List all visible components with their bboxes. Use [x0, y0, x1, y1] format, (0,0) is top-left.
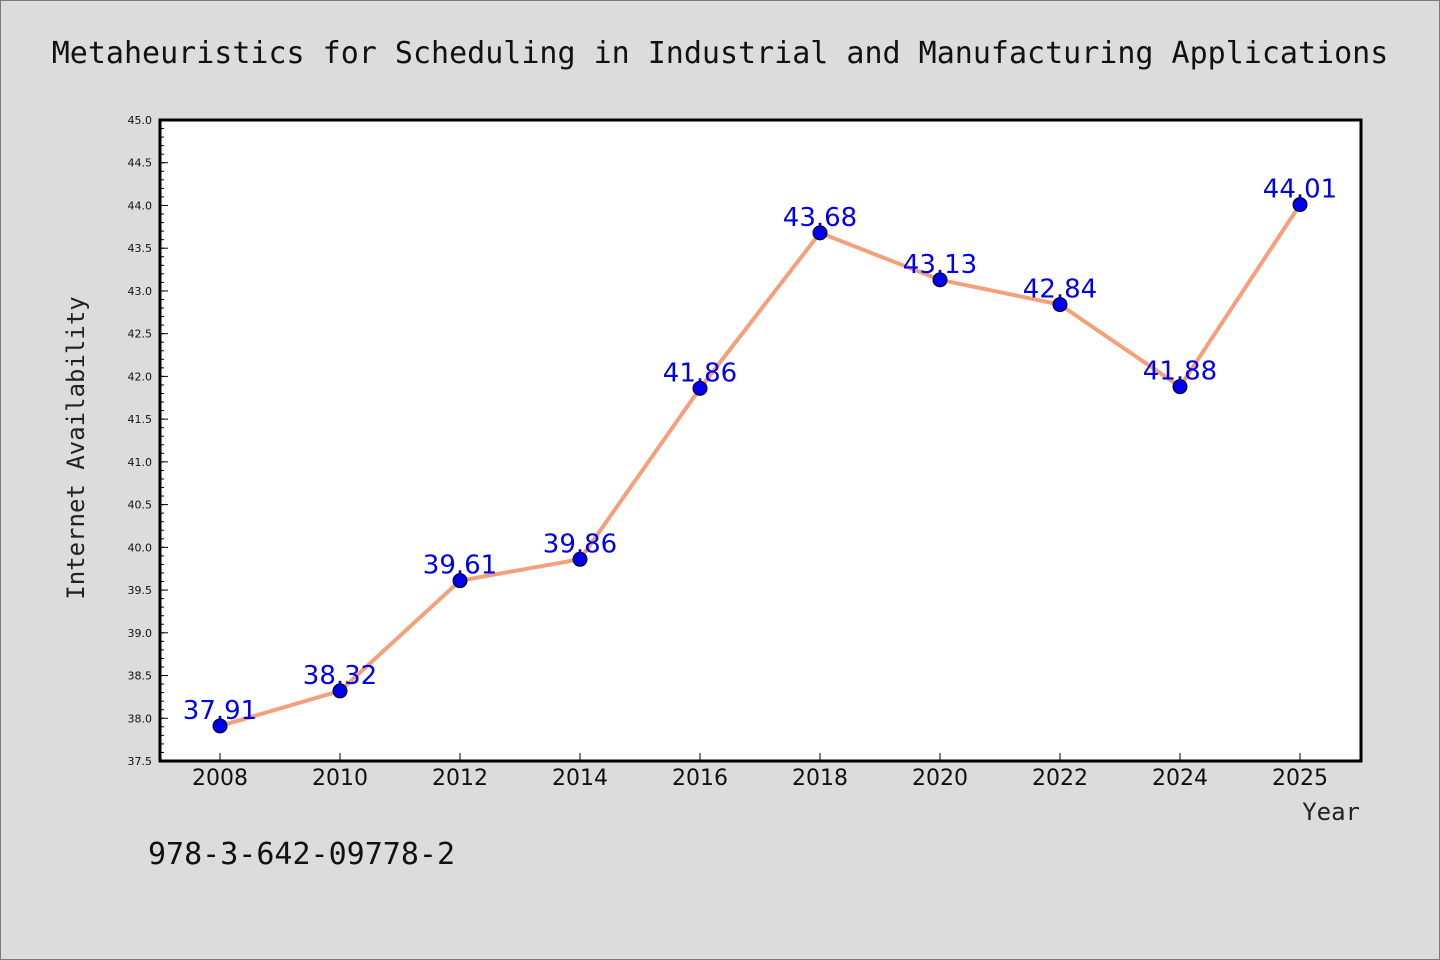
- data-point: [812, 225, 828, 241]
- x-tick-label: 2008: [192, 766, 248, 791]
- y-axis-label: Internet Availability: [62, 296, 90, 599]
- plot-area: [158, 118, 1363, 763]
- data-label: 43.68: [783, 203, 857, 233]
- data-point: [692, 380, 708, 396]
- y-tick-label: 44.0: [128, 199, 153, 212]
- x-axis-label: Year: [1302, 798, 1360, 826]
- chart-title: Metaheuristics for Scheduling in Industr…: [52, 36, 1389, 71]
- x-tick-label: 2014: [552, 766, 608, 791]
- data-point: [1052, 297, 1068, 313]
- y-tick-label: 44.5: [128, 157, 153, 170]
- data-label: 38.32: [303, 661, 377, 691]
- data-point: [1292, 197, 1308, 213]
- x-tick-label: 2024: [1152, 766, 1208, 791]
- y-tick-label: 45.0: [128, 114, 153, 127]
- data-point: [212, 718, 228, 734]
- y-tick-label: 38.0: [128, 712, 153, 725]
- data-point: [572, 551, 588, 567]
- series-layer: 37.91 38.32 39.61 39.86 41.86 43.68 43.13 42.84…: [183, 175, 1337, 734]
- data-label: 42.84: [1023, 275, 1097, 305]
- data-label: 39.86: [543, 529, 617, 559]
- y-tick-label: 42.5: [128, 328, 153, 341]
- x-axis: 2008 2010 2012 2014 2016 2018 2020 2022 2024 2025: [192, 753, 1328, 791]
- data-point: [332, 683, 348, 699]
- y-tick-label: 43.5: [128, 242, 153, 255]
- x-tick-label: 2016: [672, 766, 728, 791]
- x-tick-label: 2025: [1272, 766, 1328, 791]
- data-label: 41.88: [1143, 357, 1217, 387]
- data-label: 39.61: [423, 551, 497, 581]
- x-tick-label: 2012: [432, 766, 488, 791]
- footnote-isbn: 978-3-642-09778-2: [148, 837, 455, 872]
- x-tick-label: 2020: [912, 766, 968, 791]
- data-label: 41.86: [663, 358, 737, 388]
- data-point: [1172, 379, 1188, 395]
- y-tick-label: 38.5: [128, 670, 153, 683]
- x-tick-label: 2010: [312, 766, 368, 791]
- y-tick-label: 43.0: [128, 285, 153, 298]
- data-point: [932, 272, 948, 288]
- y-tick-label: 39.5: [128, 584, 153, 597]
- y-tick-label: 39.0: [128, 627, 153, 640]
- y-axis: 37.5 38.0 38.5 39.0 39.5 40.0 40.5 41.0 41.5 42.0…: [128, 114, 168, 768]
- y-tick-label: 42.0: [128, 370, 153, 383]
- data-label: 44.01: [1263, 175, 1337, 205]
- series-line: [219, 203, 1302, 728]
- data-point: [452, 573, 468, 589]
- y-tick-label: 41.0: [128, 456, 153, 469]
- data-label: 37.91: [183, 696, 257, 726]
- x-tick-label: 2018: [792, 766, 848, 791]
- y-tick-label: 40.0: [128, 541, 153, 554]
- data-label: 43.13: [903, 250, 977, 280]
- y-tick-label: 41.5: [128, 413, 153, 426]
- y-tick-label: 40.5: [128, 499, 153, 512]
- x-tick-label: 2022: [1032, 766, 1088, 791]
- y-tick-label: 37.5: [128, 755, 153, 768]
